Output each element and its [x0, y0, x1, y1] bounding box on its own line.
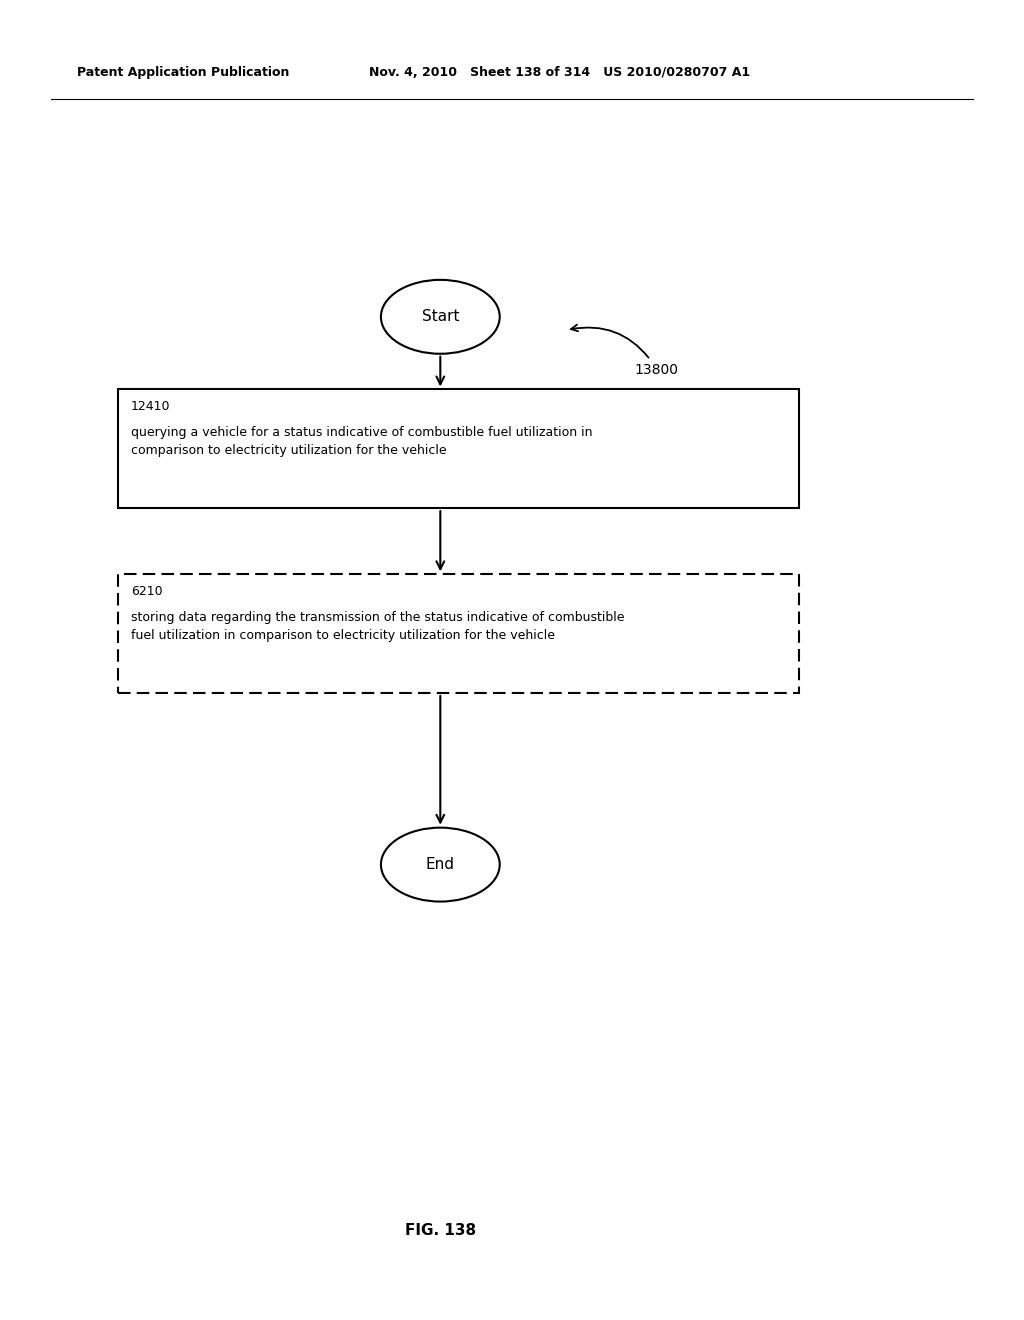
Text: 6210: 6210: [131, 585, 163, 598]
Text: Nov. 4, 2010   Sheet 138 of 314   US 2010/0280707 A1: Nov. 4, 2010 Sheet 138 of 314 US 2010/02…: [369, 66, 750, 79]
Text: Start: Start: [422, 309, 459, 325]
Text: 12410: 12410: [131, 400, 171, 413]
Text: storing data regarding the transmission of the status indicative of combustible
: storing data regarding the transmission …: [131, 611, 625, 642]
Ellipse shape: [381, 828, 500, 902]
Text: End: End: [426, 857, 455, 873]
Bar: [118, 389, 799, 508]
Text: querying a vehicle for a status indicative of combustible fuel utilization in
co: querying a vehicle for a status indicati…: [131, 426, 593, 457]
Text: FIG. 138: FIG. 138: [404, 1222, 476, 1238]
Bar: [118, 574, 799, 693]
Ellipse shape: [381, 280, 500, 354]
Text: 13800: 13800: [571, 325, 679, 376]
Text: Patent Application Publication: Patent Application Publication: [77, 66, 289, 79]
